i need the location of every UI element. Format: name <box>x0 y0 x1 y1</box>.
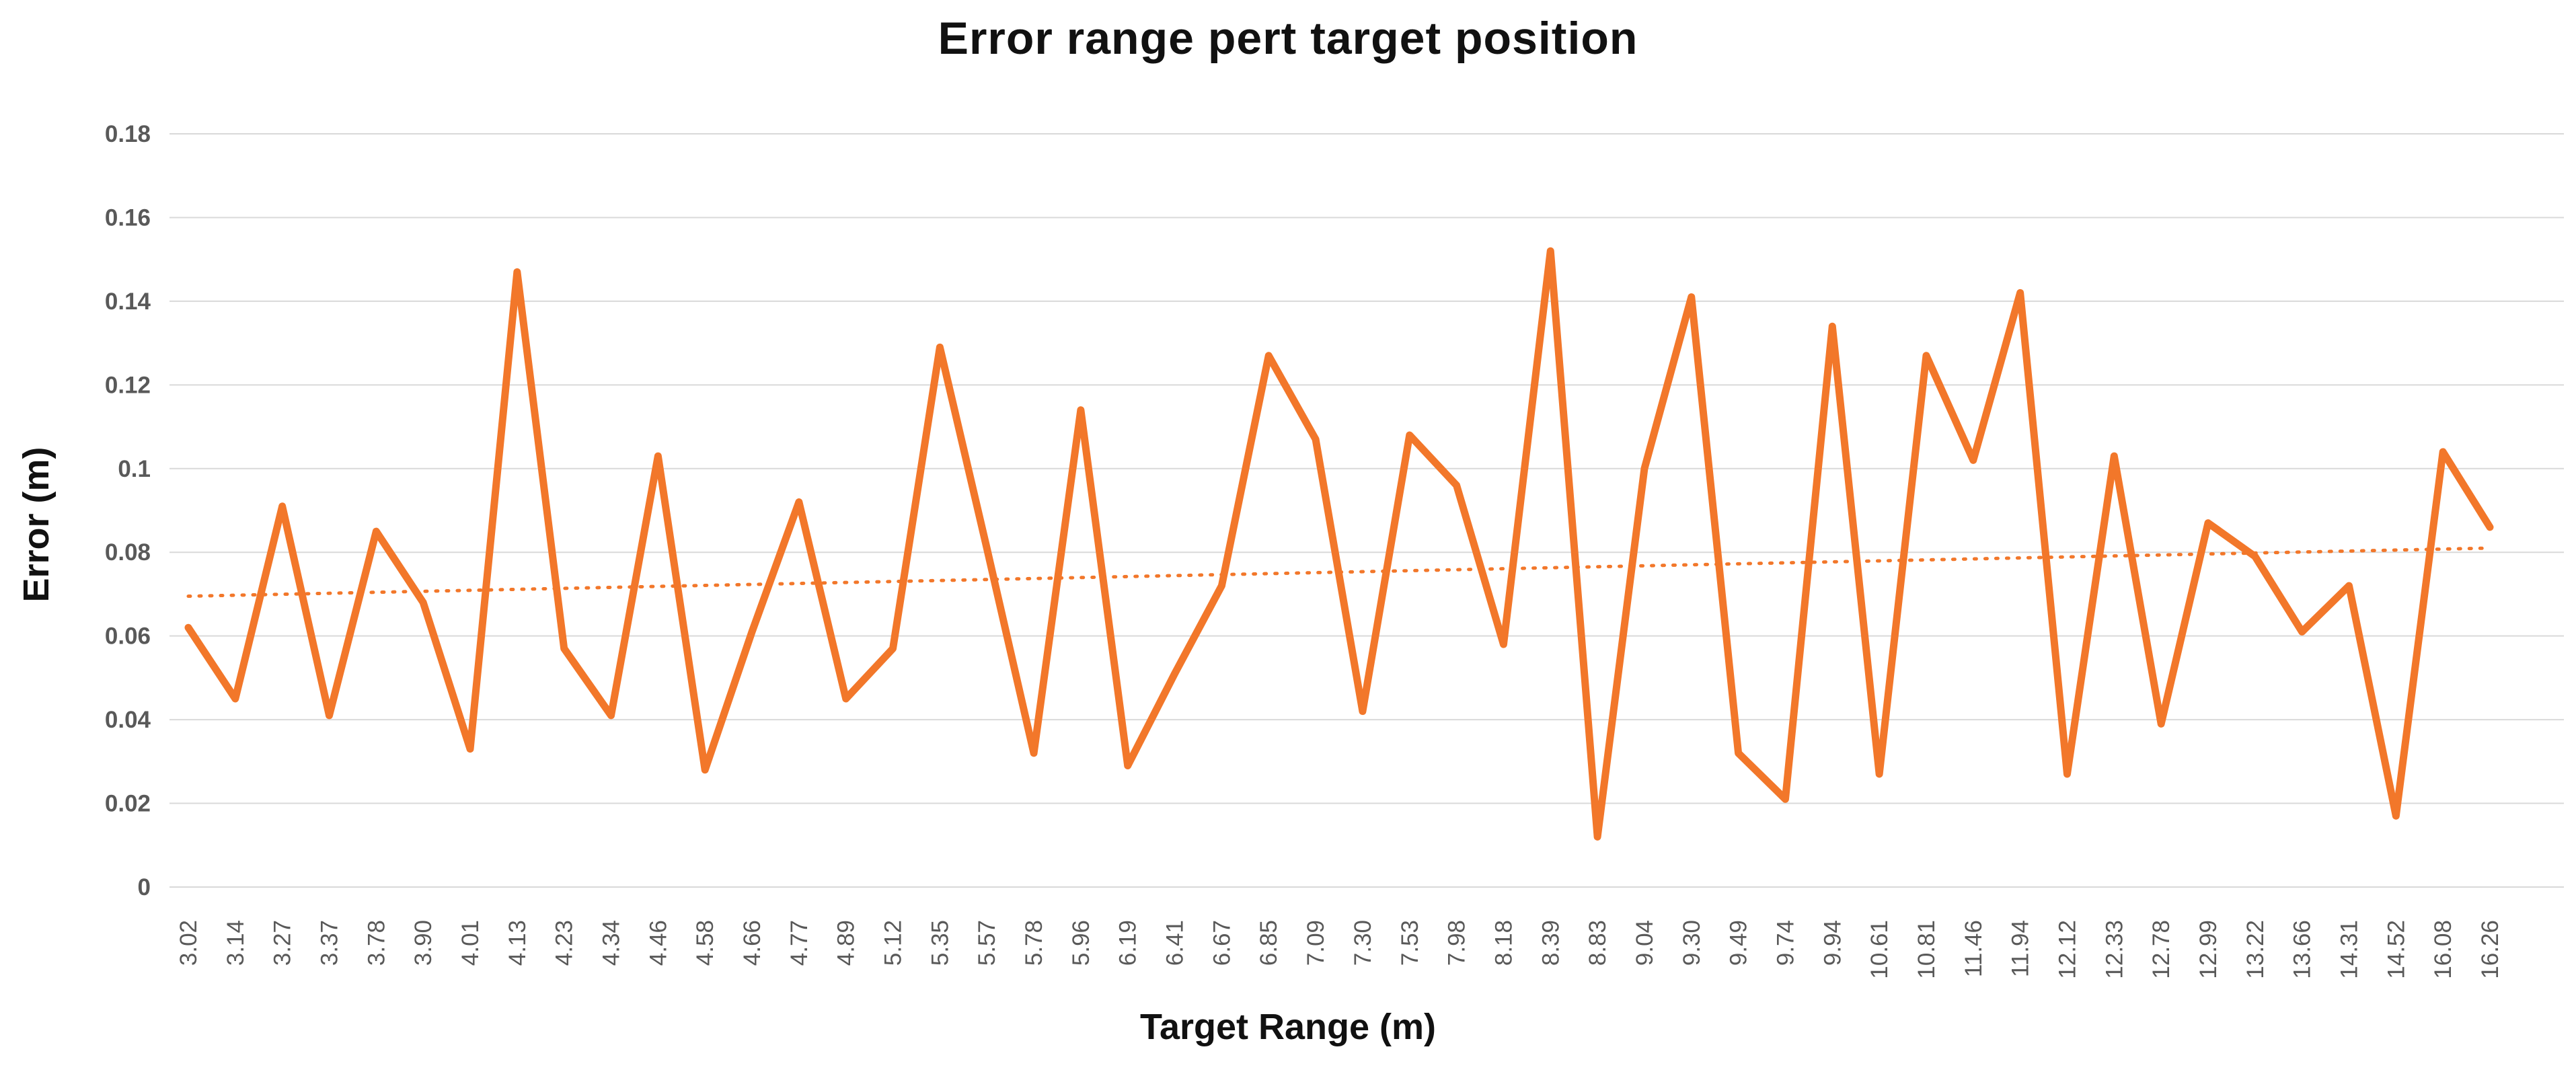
x-tick-label: 7.98 <box>1444 920 1470 966</box>
x-tick-label: 13.22 <box>2242 920 2269 979</box>
x-tick-label: 4.77 <box>786 920 812 966</box>
x-tick-label: 4.23 <box>552 920 578 966</box>
x-tick-label: 4.34 <box>599 920 625 966</box>
x-tick-label: 8.18 <box>1490 920 1517 966</box>
x-tick-label: 4.66 <box>739 920 765 966</box>
x-tick-label: 5.57 <box>974 920 1000 966</box>
x-tick-label: 12.99 <box>2195 920 2222 979</box>
x-tick-label: 3.14 <box>223 920 249 966</box>
x-tick-label: 4.46 <box>645 920 671 966</box>
x-tick-label: 12.33 <box>2101 920 2127 979</box>
x-tick-label: 5.78 <box>1021 920 1047 966</box>
y-tick-label: 0.08 <box>105 539 151 566</box>
x-tick-label: 5.12 <box>880 920 907 966</box>
x-tick-label: 7.30 <box>1350 920 1376 966</box>
x-tick-label: 8.83 <box>1585 920 1611 966</box>
x-tick-label: 13.66 <box>2289 920 2316 979</box>
x-tick-label: 4.58 <box>692 920 718 966</box>
y-tick-label: 0.18 <box>105 121 151 147</box>
chart-title: Error range pert target position <box>938 13 1638 64</box>
x-tick-label: 6.67 <box>1209 920 1235 966</box>
x-tick-label: 6.85 <box>1256 920 1282 966</box>
x-tick-label: 10.81 <box>1914 920 1940 979</box>
x-tick-label: 9.49 <box>1726 920 1752 966</box>
x-tick-label: 6.41 <box>1162 920 1188 966</box>
y-tick-label: 0.12 <box>105 372 151 398</box>
x-tick-label: 8.39 <box>1538 920 1564 966</box>
y-tick-label: 0.14 <box>105 289 151 315</box>
x-tick-label: 12.12 <box>2054 920 2080 979</box>
x-tick-label: 3.27 <box>270 920 296 966</box>
x-tick-label: 6.19 <box>1115 920 1141 966</box>
x-tick-label: 7.53 <box>1397 920 1423 966</box>
x-axis-title: Target Range (m) <box>1139 1007 1437 1047</box>
y-tick-label: 0.06 <box>105 623 151 650</box>
x-tick-label: 7.09 <box>1303 920 1329 966</box>
x-tick-label: 10.61 <box>1866 920 1893 979</box>
x-tick-label: 12.78 <box>2148 920 2174 979</box>
x-tick-label: 5.35 <box>927 920 953 966</box>
x-tick-label: 3.90 <box>410 920 437 966</box>
x-tick-label: 11.46 <box>1961 920 1987 977</box>
y-tick-label: 0.16 <box>105 204 151 231</box>
x-tick-label: 14.31 <box>2336 920 2362 979</box>
x-tick-label: 9.30 <box>1679 920 1705 966</box>
x-tick-label: 9.04 <box>1632 920 1658 966</box>
x-tick-label: 5.96 <box>1068 920 1094 966</box>
x-tick-label: 3.37 <box>317 920 343 966</box>
x-tick-label: 16.08 <box>2430 920 2456 979</box>
x-tick-label: 4.01 <box>457 920 484 966</box>
x-tick-label: 3.02 <box>176 920 202 966</box>
x-tick-label: 4.89 <box>833 920 860 966</box>
y-tick-label: 0.1 <box>118 456 151 482</box>
y-tick-label: 0 <box>138 874 151 900</box>
x-tick-label: 11.94 <box>2008 920 2034 977</box>
x-tick-label: 3.78 <box>363 920 389 966</box>
y-tick-label: 0.02 <box>105 791 151 817</box>
x-tick-label: 9.74 <box>1772 920 1798 966</box>
x-tick-label: 4.13 <box>504 920 531 966</box>
y-tick-label: 0.04 <box>105 707 151 733</box>
error-series-line <box>184 247 2494 841</box>
x-tick-label: 16.26 <box>2477 920 2503 979</box>
x-tick-label: 9.94 <box>1819 920 1846 966</box>
x-tick-label: 14.52 <box>2383 920 2409 979</box>
